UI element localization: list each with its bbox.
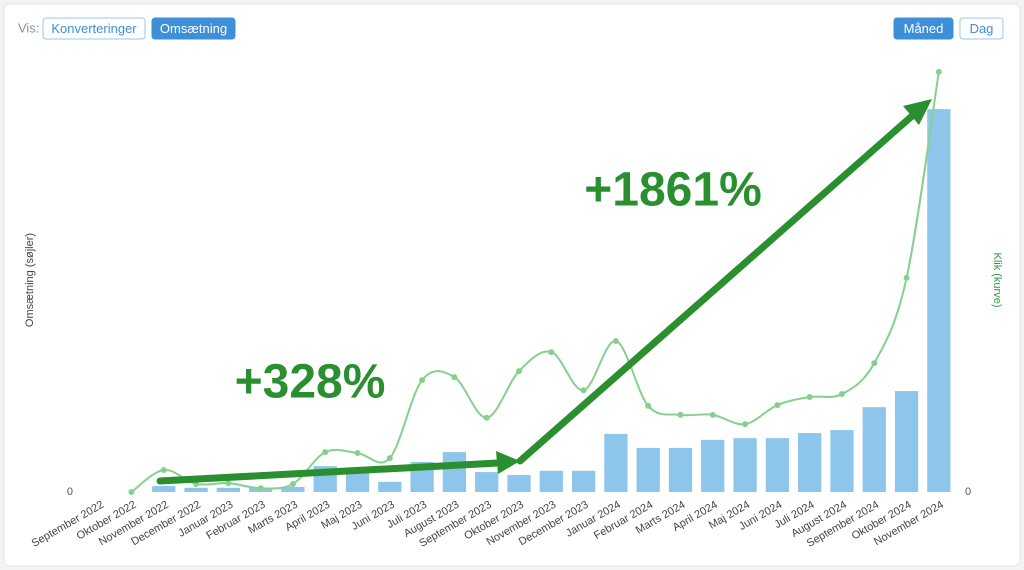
bar: [798, 433, 822, 492]
arrow-head: [496, 451, 520, 474]
arrows: [156, 99, 932, 485]
button[interactable]: [893, 17, 954, 40]
bar: [216, 487, 240, 492]
y-tick-label: 0: [67, 486, 73, 498]
bar: [184, 487, 208, 492]
line-point: [903, 274, 910, 281]
bar: [701, 439, 725, 492]
view-label: Vis:: [18, 20, 39, 35]
line-point: [871, 360, 878, 367]
line-point: [677, 411, 684, 418]
line-point: [742, 421, 749, 428]
line-point: [645, 402, 652, 409]
bar: [604, 433, 628, 492]
y2-tick-label: 0: [965, 486, 971, 498]
line-point: [225, 480, 232, 487]
bar: [862, 407, 886, 492]
annotation: +328%: [235, 356, 386, 409]
marks: [128, 68, 951, 495]
line-point: [451, 374, 458, 381]
bar: [894, 391, 919, 492]
bar: [668, 447, 693, 492]
line-point: [483, 414, 490, 421]
line-point: [160, 466, 167, 473]
button-label[interactable]: Måned: [904, 21, 944, 36]
button[interactable]: [151, 17, 236, 40]
bar: [571, 470, 596, 492]
line-point: [354, 449, 361, 456]
bar: [442, 452, 467, 492]
annotation: +1861%: [584, 164, 762, 217]
line-point: [289, 480, 296, 487]
button-label[interactable]: Dag: [970, 21, 994, 36]
line-point: [128, 489, 135, 495]
bar: [475, 472, 499, 492]
bar: [345, 472, 370, 492]
bar: [507, 475, 531, 492]
y2-axis-label: Klik (kurve): [991, 252, 1003, 307]
button-label[interactable]: Konverteringer: [51, 21, 137, 36]
button-label[interactable]: Omsætning: [160, 21, 227, 36]
line-point: [612, 338, 619, 345]
line-point: [580, 387, 587, 394]
line-point: [257, 485, 264, 492]
bar: [281, 486, 305, 492]
y-axis-label: Omsætning (søjler): [24, 233, 36, 327]
bar: [765, 438, 789, 492]
arrow: [516, 112, 916, 465]
bar: [830, 430, 854, 492]
button[interactable]: [959, 17, 1004, 40]
line-point: [386, 455, 393, 462]
line-point: [935, 68, 942, 75]
bar: [733, 438, 757, 492]
bar: [152, 486, 176, 492]
bar: [539, 470, 563, 492]
button[interactable]: [42, 17, 146, 40]
line-point: [709, 411, 716, 418]
line-point: [548, 349, 555, 356]
card: [3, 3, 1021, 567]
bar: [378, 481, 402, 492]
line-point: [806, 394, 813, 401]
arrow-head: [903, 99, 932, 125]
bar: [927, 109, 951, 493]
line-point: [774, 402, 781, 409]
line-point: [419, 377, 426, 384]
arrow: [156, 459, 502, 485]
bar: [636, 447, 660, 492]
line-point: [838, 391, 845, 398]
line-point: [322, 449, 329, 456]
line-point: [516, 368, 522, 375]
toolbar: Vis: Konverteringer Omsætning Måned Dag: [18, 17, 1004, 40]
